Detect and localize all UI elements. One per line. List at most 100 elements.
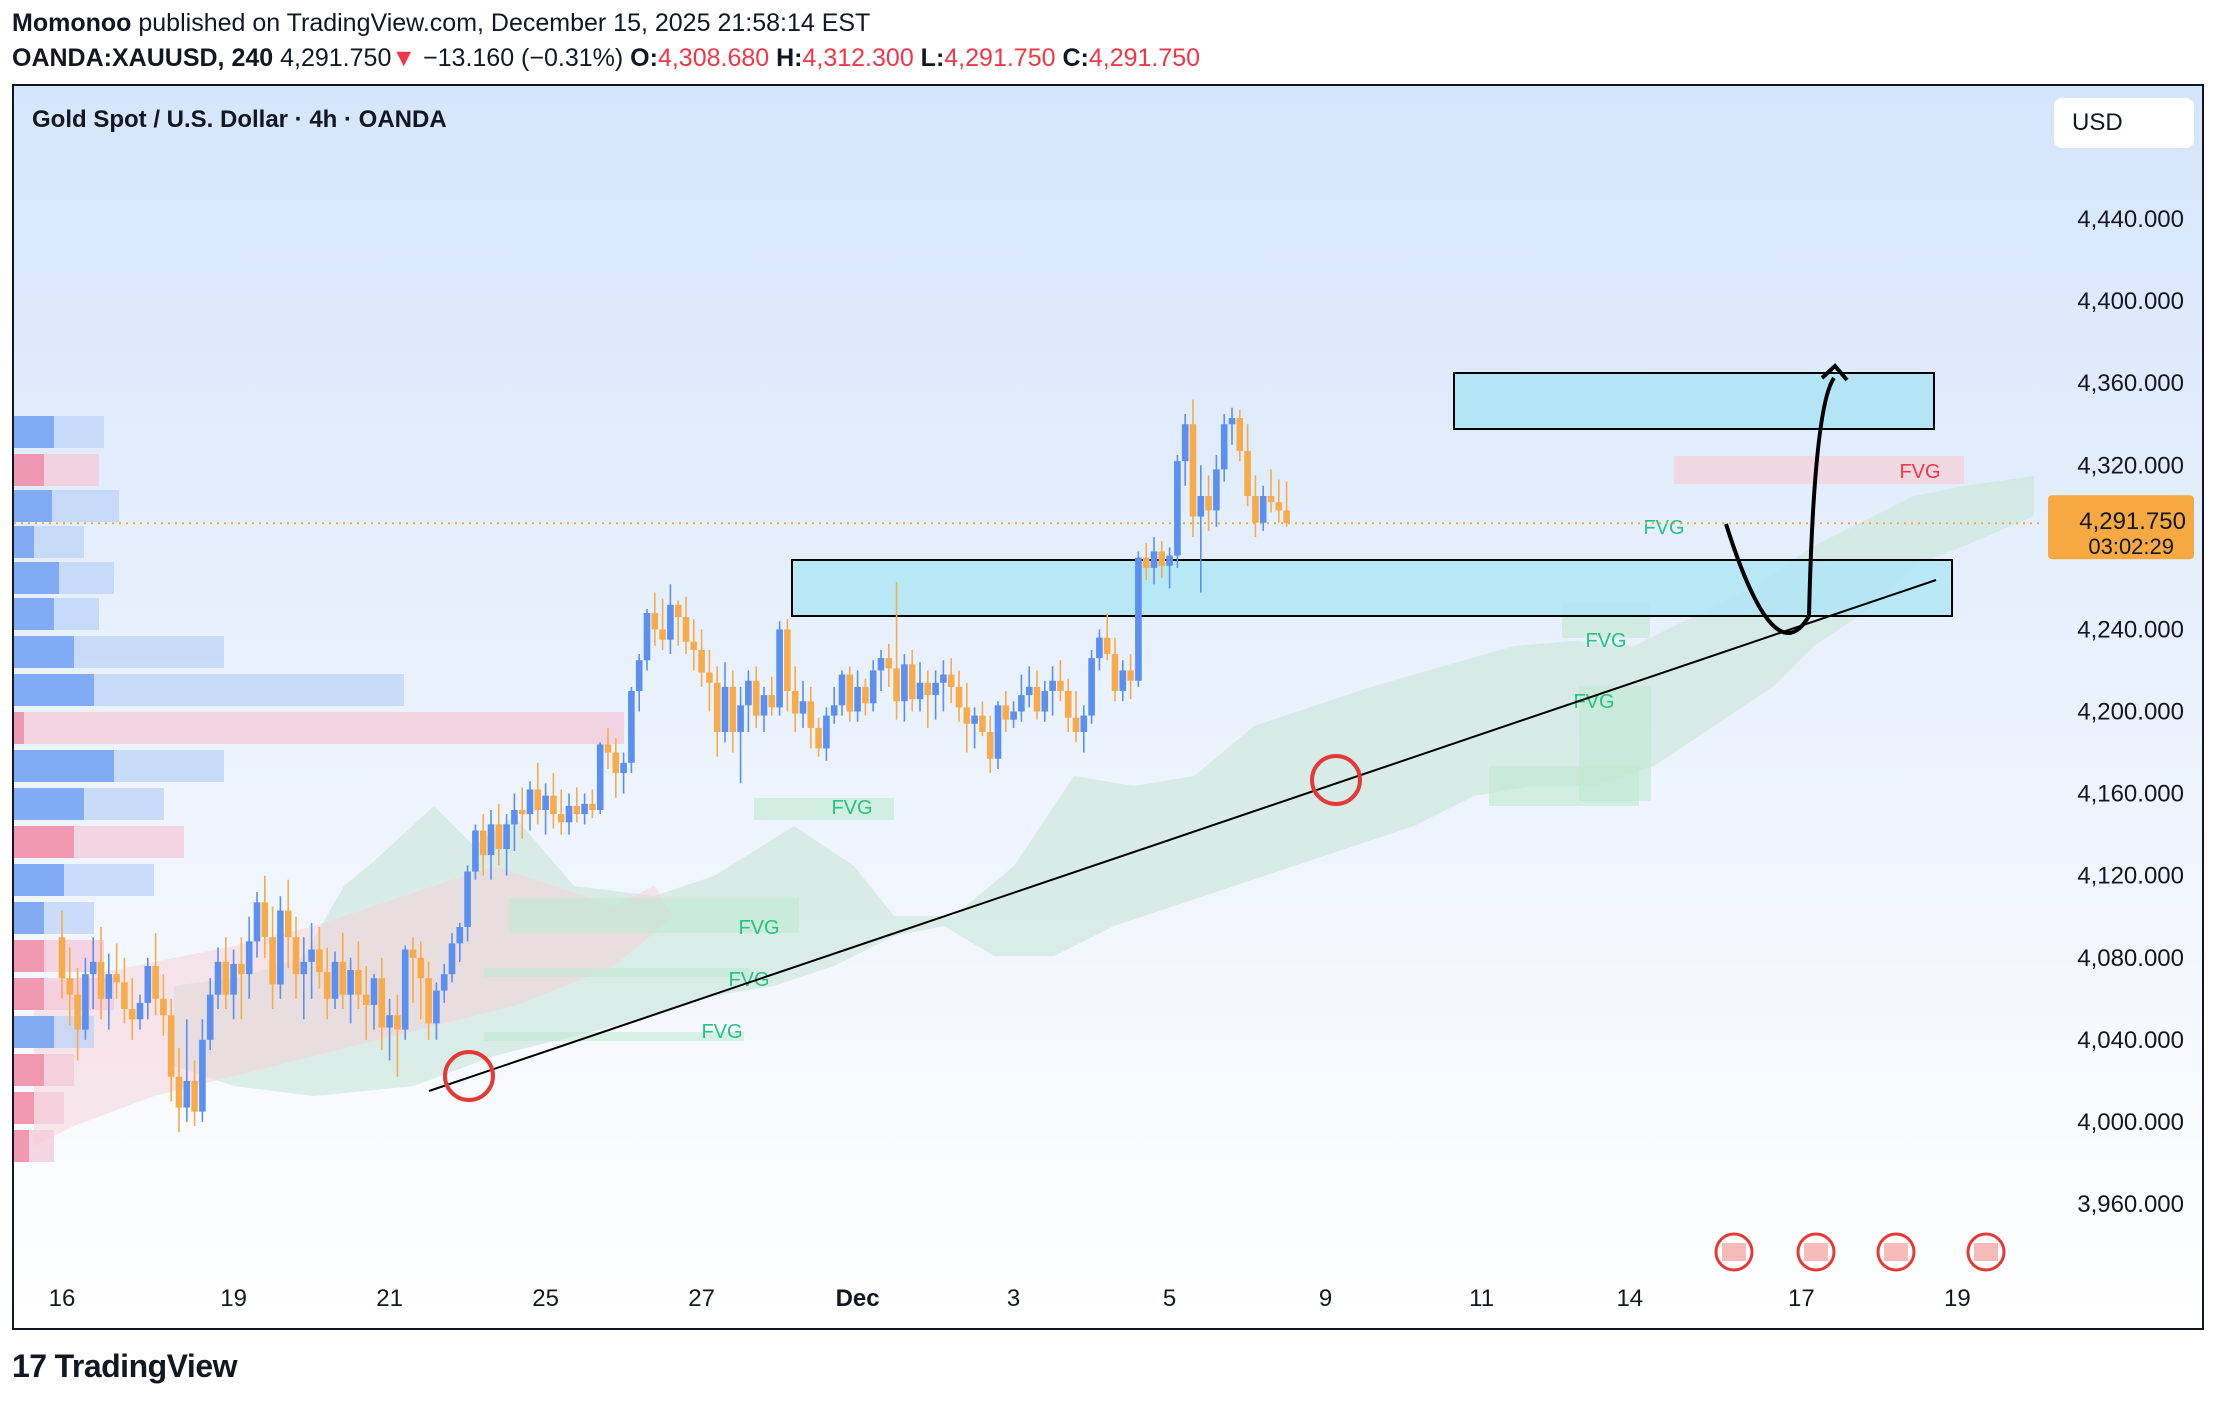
current-price-value: 4,291.750 [2079, 508, 2186, 535]
candle-body [628, 690, 635, 763]
candle-body [1072, 717, 1080, 733]
volume-profile-core [14, 788, 84, 820]
candle-body [401, 949, 409, 1030]
candle-body [191, 1080, 198, 1112]
candle-body [175, 1076, 183, 1108]
y-axis-tick: 4,360.000 [2077, 370, 2184, 397]
candle-body [355, 970, 362, 995]
volume-profile-core [14, 712, 24, 744]
y-axis-tick: 4,000.000 [2077, 1109, 2184, 1136]
candle-body [706, 672, 713, 683]
candle-body [776, 629, 783, 708]
volume-profile-core [14, 902, 44, 934]
swing-low-circle-marker [443, 1050, 495, 1102]
symbol-label[interactable]: OANDA:XAUUSD, 240 [12, 44, 274, 72]
candle-body [136, 1002, 144, 1020]
candle-body [1166, 555, 1173, 566]
fvg-label: FVG [701, 1021, 742, 1043]
candle-body [183, 1080, 191, 1108]
candle-body [323, 972, 331, 999]
candle-body [97, 961, 105, 999]
chart-title: Gold Spot / U.S. Dollar · 4h · OANDA [32, 106, 447, 133]
candle-body [1080, 715, 1088, 733]
volume-profile-core [14, 416, 54, 448]
candle-body [698, 649, 705, 673]
candle-body [82, 974, 89, 1030]
candle-body [651, 613, 659, 630]
us-flag-event-icon [1966, 1232, 2006, 1272]
candle-body [1197, 496, 1205, 517]
candle-body [947, 674, 955, 687]
candle-body [386, 1015, 393, 1028]
candle-body [292, 937, 300, 975]
candle-body [713, 682, 721, 733]
candle-body [534, 789, 542, 810]
candle-body [440, 974, 448, 991]
candle-body [635, 660, 643, 691]
candle-body [1275, 502, 1283, 511]
author-name[interactable]: Momonoo [12, 9, 132, 37]
x-axis-tick: 16 [49, 1285, 76, 1312]
y-axis-tick: 4,080.000 [2077, 945, 2184, 972]
candle-body [846, 674, 854, 712]
candle-body [916, 682, 924, 700]
candle-body [986, 732, 994, 759]
candle-body [932, 682, 939, 696]
candle-body [604, 744, 612, 753]
y-axis-tick: 4,160.000 [2077, 781, 2184, 808]
volume-profile-core [14, 562, 59, 594]
candle-body [1174, 461, 1181, 556]
candle-body [308, 949, 315, 962]
y-axis-tick: 4,200.000 [2077, 699, 2184, 726]
y-axis-tick: 4,320.000 [2077, 452, 2184, 479]
fvg-zone-bullish [509, 898, 799, 933]
candle-body [589, 803, 596, 810]
candle-body [1252, 496, 1259, 523]
candle-body [1033, 686, 1041, 712]
candle-body [1236, 418, 1244, 451]
candle-body [269, 937, 276, 985]
publish-text: published on TradingView.com, December 1… [138, 9, 871, 37]
volume-profile-core [14, 750, 114, 782]
chart-panel[interactable]: 4,440.0004,400.0004,360.0004,320.0004,28… [12, 84, 2204, 1330]
candle-body [167, 1015, 175, 1077]
y-axis-tick: 4,040.000 [2077, 1027, 2184, 1054]
candle-body [1220, 424, 1228, 470]
fvg-label: FVG [1573, 691, 1614, 713]
candle-body [417, 957, 425, 979]
candle-body [940, 674, 947, 683]
trend-touch-circle-marker [1310, 754, 1362, 806]
candle-body [908, 664, 916, 700]
candle-body [394, 1015, 401, 1030]
currency-selector[interactable]: USD [2054, 98, 2194, 148]
candle-body [893, 668, 900, 702]
tradingview-logo[interactable]: 17 TradingView [12, 1348, 238, 1385]
candle-body [222, 961, 230, 995]
fvg-label: FVG [1899, 461, 1940, 483]
fvg-zone-bullish [484, 1032, 744, 1041]
candle-body [284, 910, 292, 938]
candle-body [745, 680, 752, 706]
x-axis-tick: 17 [1788, 1285, 1815, 1312]
candle-body [456, 926, 464, 944]
candle-body [1119, 670, 1127, 691]
candle-body [1150, 551, 1158, 568]
candle-body [144, 965, 152, 1003]
y-axis-tick: 3,960.000 [2077, 1191, 2184, 1218]
candle-body [799, 701, 807, 714]
candle-body [1189, 424, 1197, 517]
candle-body [331, 961, 339, 999]
candle-body [277, 910, 284, 985]
candle-body [643, 613, 651, 661]
candle-body [721, 686, 729, 733]
price-chart[interactable]: 4,440.0004,400.0004,360.0004,320.0004,28… [14, 86, 2204, 1330]
projection-arrow [1724, 376, 1836, 635]
candle-body [1096, 637, 1103, 659]
candle-body [1049, 680, 1056, 691]
candle-body [300, 961, 308, 975]
candle-body [667, 604, 674, 640]
candle-body [862, 686, 869, 704]
candle-body [690, 641, 698, 650]
candle-body [206, 994, 214, 1040]
fvg-label: FVG [738, 917, 779, 939]
